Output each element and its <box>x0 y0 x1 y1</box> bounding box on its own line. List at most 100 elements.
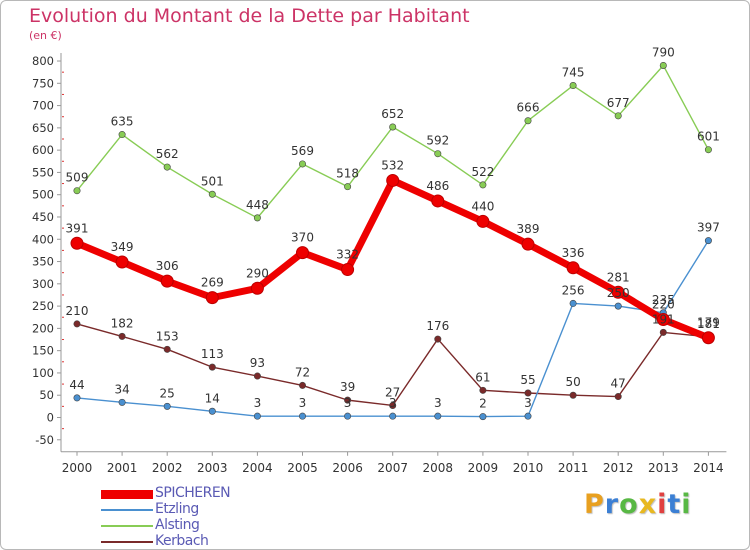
data-label: 182 <box>111 316 134 330</box>
data-label: 44 <box>69 378 84 392</box>
data-label: 336 <box>562 246 585 260</box>
x-tick-label: 2014 <box>693 461 724 475</box>
data-label: 486 <box>426 179 449 193</box>
data-label: 652 <box>381 107 404 121</box>
y-tick-label: 100 <box>32 366 54 380</box>
data-label: 93 <box>250 356 265 370</box>
data-point <box>524 117 532 125</box>
data-point <box>344 183 352 191</box>
y-tick-label: -50 <box>35 433 54 447</box>
x-tick-label: 2010 <box>513 461 544 475</box>
data-point <box>250 281 264 295</box>
data-label: 55 <box>520 373 535 387</box>
data-label: 440 <box>471 199 494 213</box>
data-point <box>298 160 306 168</box>
data-label: 3 <box>434 396 442 410</box>
data-point <box>659 328 667 336</box>
data-label: 501 <box>201 174 224 188</box>
data-point <box>614 302 622 310</box>
y-tick-label: 350 <box>32 255 54 269</box>
data-point <box>431 194 445 208</box>
x-tick-label: 2009 <box>468 461 499 475</box>
x-tick-label: 2006 <box>332 461 363 475</box>
data-label: 592 <box>426 134 449 148</box>
data-label: 290 <box>246 266 269 280</box>
data-label: 50 <box>565 375 580 389</box>
x-tick-label: 2008 <box>423 461 454 475</box>
legend-swatch <box>101 541 153 543</box>
legend-swatch <box>101 489 153 499</box>
data-label: 61 <box>475 370 490 384</box>
data-point <box>70 236 84 250</box>
x-tick-label: 2003 <box>197 461 228 475</box>
data-label: 176 <box>426 319 449 333</box>
data-label: 235 <box>652 293 675 307</box>
data-point <box>163 163 171 171</box>
data-label: 256 <box>562 283 585 297</box>
data-label: 39 <box>340 380 355 394</box>
y-tick-label: 400 <box>32 232 54 246</box>
data-label: 306 <box>156 259 179 273</box>
data-point <box>160 274 174 288</box>
x-tick-label: 2013 <box>648 461 679 475</box>
series-line-alsting <box>76 64 710 219</box>
data-point <box>208 407 216 415</box>
data-point <box>253 412 261 420</box>
x-tick-label: 2001 <box>107 461 138 475</box>
y-tick-label: 450 <box>32 210 54 224</box>
data-label: 391 <box>66 221 89 235</box>
data-point <box>118 131 126 139</box>
data-point <box>298 412 306 420</box>
data-point <box>476 214 490 228</box>
data-point <box>569 391 577 399</box>
data-label: 389 <box>517 222 540 236</box>
data-point <box>479 386 487 394</box>
data-label: 47 <box>611 377 626 391</box>
data-label: 745 <box>562 66 585 80</box>
data-point <box>118 332 126 340</box>
chart-subtitle: (en €) <box>29 29 62 42</box>
x-tick-label: 2005 <box>287 461 318 475</box>
data-label: 34 <box>114 382 129 396</box>
data-point <box>479 181 487 189</box>
chart-title: Evolution du Montant de la Dette par Hab… <box>29 5 470 27</box>
data-point <box>656 312 670 326</box>
data-label: 448 <box>246 198 269 212</box>
y-tick-label: 600 <box>32 143 54 157</box>
data-label: 72 <box>295 365 310 379</box>
data-label: 370 <box>291 231 314 245</box>
data-point <box>73 394 81 402</box>
data-label: 191 <box>652 312 675 326</box>
proxiti-logo: Proxiti <box>584 489 692 520</box>
y-tick-label: 50 <box>39 388 54 402</box>
legend-swatch <box>101 509 153 511</box>
data-point <box>701 331 715 345</box>
data-point <box>524 389 532 397</box>
data-label: 113 <box>201 347 224 361</box>
data-point <box>208 363 216 371</box>
data-point <box>344 396 352 404</box>
data-point <box>208 190 216 198</box>
data-label: 2 <box>479 397 487 411</box>
data-point <box>704 237 712 245</box>
data-label: 27 <box>385 385 400 399</box>
data-label: 153 <box>156 329 179 343</box>
x-tick-label: 2007 <box>377 461 408 475</box>
data-point <box>296 246 309 260</box>
y-tick-label: 800 <box>32 54 54 68</box>
data-label: 179 <box>697 316 720 330</box>
x-tick-label: 2011 <box>558 461 589 475</box>
data-label: 3 <box>389 396 397 410</box>
data-label: 14 <box>205 391 220 405</box>
line-chart: -500501001502002503003504004505005506006… <box>32 45 727 475</box>
data-label: 269 <box>201 276 224 290</box>
data-point <box>253 372 261 380</box>
y-tick-label: 200 <box>32 321 54 335</box>
data-point <box>704 146 712 154</box>
data-label: 666 <box>517 101 540 115</box>
data-label: 790 <box>652 45 675 59</box>
data-label: 3 <box>299 396 307 410</box>
data-point <box>614 393 622 401</box>
legend-label: Alsting <box>155 517 200 533</box>
data-point <box>434 412 442 420</box>
